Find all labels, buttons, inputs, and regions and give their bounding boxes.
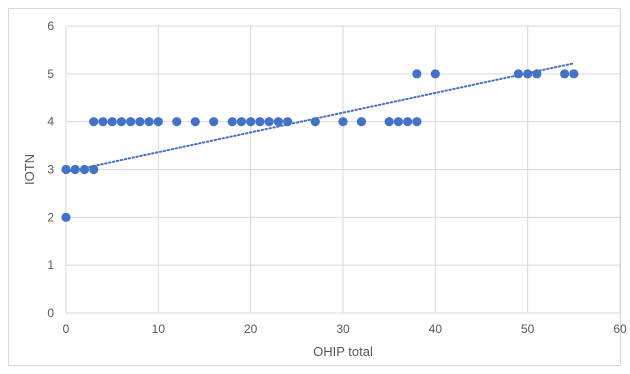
data-point — [89, 164, 99, 175]
x-tick-label: 0 — [63, 322, 70, 336]
y-tick-label: 0 — [47, 306, 54, 320]
y-tick-label: 6 — [47, 19, 54, 33]
x-tick-label: 40 — [429, 322, 443, 336]
data-point — [338, 117, 348, 127]
y-axis-title: IOTN — [22, 154, 37, 185]
data-point — [236, 117, 247, 127]
data-point — [61, 212, 71, 222]
data-point — [412, 69, 422, 79]
y-tick-label: 1 — [47, 258, 54, 272]
data-point — [523, 69, 533, 79]
data-point — [513, 69, 524, 79]
data-point — [532, 69, 542, 79]
x-tick-label: 60 — [613, 322, 627, 336]
data-point — [403, 117, 413, 127]
x-tick-labels: 0 10 20 30 40 50 60 — [63, 322, 627, 336]
y-tick-label: 4 — [47, 115, 54, 129]
data-point — [89, 117, 99, 127]
data-point — [430, 69, 440, 79]
data-point — [283, 117, 293, 127]
data-point — [126, 117, 136, 127]
data-point — [209, 117, 219, 127]
data-point — [79, 164, 90, 175]
data-point — [190, 117, 200, 127]
trendline — [65, 62, 575, 173]
data-point — [273, 117, 283, 127]
data-point — [144, 117, 154, 127]
data-point — [412, 117, 422, 127]
data-point — [70, 164, 80, 175]
data-point — [560, 69, 570, 79]
x-tick-label: 30 — [336, 322, 350, 336]
x-tick-label: 10 — [152, 322, 166, 336]
y-tick-label: 5 — [47, 67, 54, 81]
data-point — [393, 117, 403, 127]
data-point — [246, 117, 256, 127]
data-point — [264, 117, 274, 127]
data-point — [98, 117, 108, 127]
y-tick-label: 2 — [47, 210, 54, 224]
data-point — [172, 117, 182, 127]
data-point — [255, 117, 265, 127]
data-point — [384, 117, 394, 127]
data-point — [61, 164, 71, 175]
data-point — [356, 117, 367, 127]
x-tick-label: 20 — [244, 322, 258, 336]
x-tick-label: 50 — [521, 322, 535, 336]
data-point — [116, 117, 126, 127]
data-point — [227, 117, 237, 127]
data-point — [569, 69, 579, 79]
gridlines — [65, 25, 621, 314]
data-point — [107, 117, 117, 127]
y-tick-labels: 0 1 2 3 4 5 6 — [47, 19, 54, 320]
y-tick-label: 3 — [47, 163, 54, 177]
data-point — [153, 117, 163, 127]
data-point — [135, 117, 145, 127]
x-axis-title: OHIP total — [313, 344, 373, 359]
data-point — [310, 117, 320, 127]
data-points — [61, 69, 579, 222]
